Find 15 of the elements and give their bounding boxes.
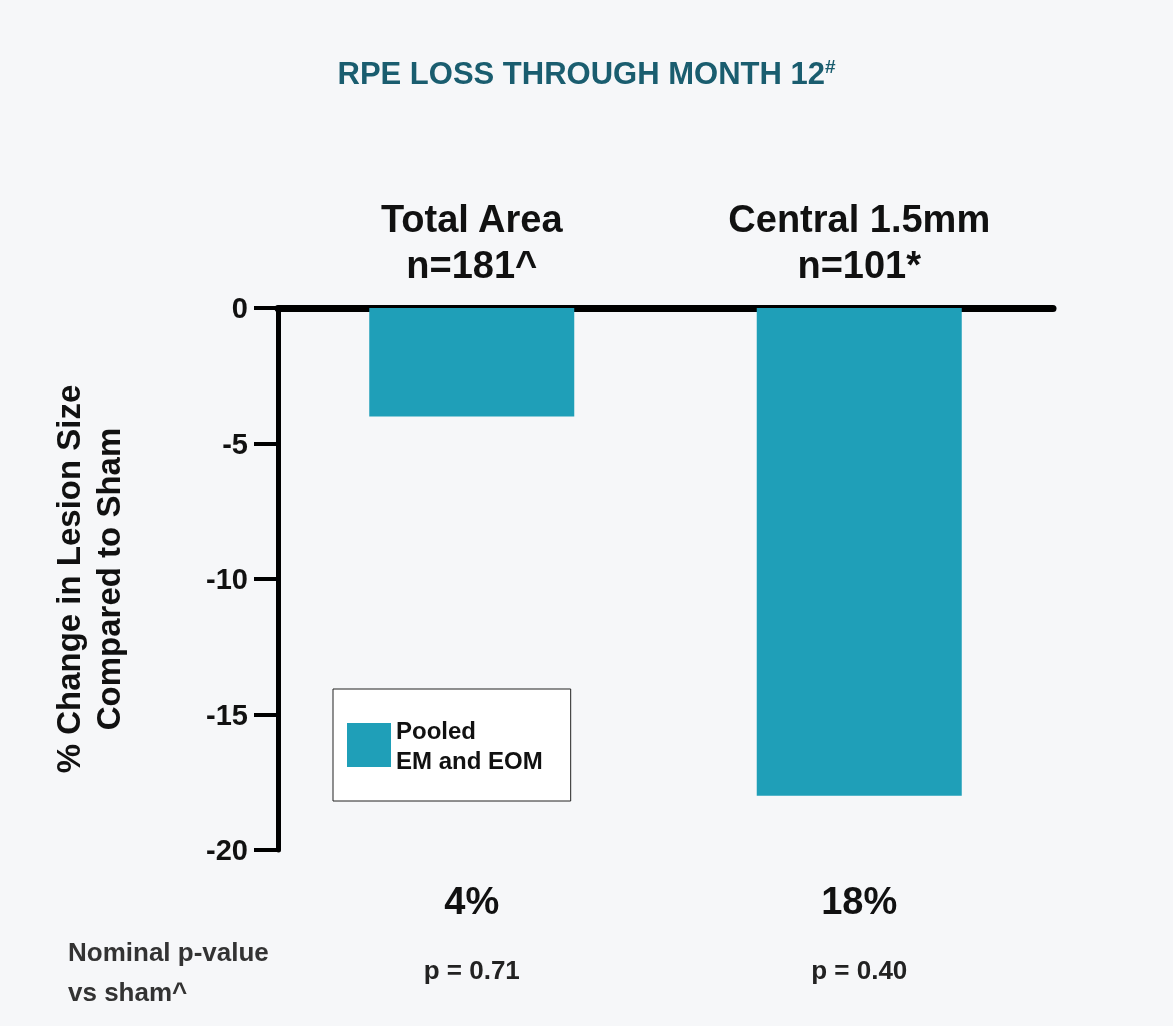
y-tick-label: 0	[231, 292, 248, 324]
text: Nominal p-value vs sham^	[68, 937, 269, 1007]
text: 18%	[821, 880, 898, 922]
text: p = 0.71	[423, 955, 520, 985]
legend-label: Pooled EM and EOM	[396, 716, 543, 774]
y-axis-title: % Change in Lesion Size Compared to Sham	[49, 384, 127, 774]
y-tick-label: -15	[206, 698, 248, 731]
y-tick-label: -5	[222, 427, 248, 460]
chart-title: RPE LOSS THROUGH MONTH 12#	[337, 56, 836, 91]
x-tick-label: Central 1.5mm n=101*	[728, 198, 991, 286]
text: 4%	[444, 880, 500, 922]
x-tick-label: Total Area n=181^	[380, 198, 564, 286]
y-tick-label: -10	[206, 563, 248, 595]
text: p = 0.40	[811, 955, 908, 985]
y-tick-label: -20	[206, 834, 248, 866]
